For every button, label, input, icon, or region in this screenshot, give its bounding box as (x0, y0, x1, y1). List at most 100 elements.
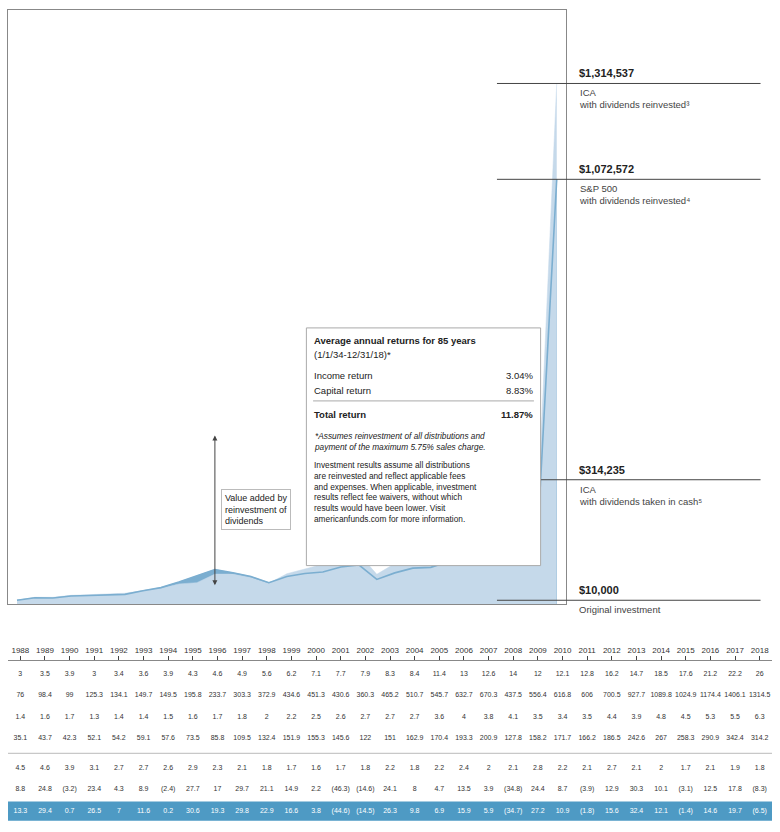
svg-text:(3.2): (3.2) (62, 785, 76, 793)
svg-text:8.4: 8.4 (410, 670, 420, 677)
svg-text:6.9: 6.9 (434, 807, 444, 814)
svg-text:11.87%: 11.87% (501, 409, 533, 420)
svg-text:1989: 1989 (36, 646, 54, 655)
svg-text:4.5: 4.5 (15, 764, 25, 771)
svg-text:$314,235: $314,235 (579, 464, 625, 476)
svg-text:4.6: 4.6 (213, 670, 223, 677)
svg-text:2009: 2009 (529, 646, 547, 655)
svg-text:451.3: 451.3 (307, 691, 325, 698)
svg-text:1996: 1996 (209, 646, 227, 655)
svg-text:258.3: 258.3 (677, 734, 695, 741)
svg-text:2.7: 2.7 (607, 764, 617, 771)
svg-text:4: 4 (462, 713, 466, 720)
svg-text:166.2: 166.2 (578, 734, 596, 741)
svg-text:3.1: 3.1 (89, 764, 99, 771)
svg-text:8.9: 8.9 (139, 785, 149, 792)
svg-text:14.7: 14.7 (630, 670, 644, 677)
svg-text:Original investment: Original investment (579, 604, 661, 615)
svg-text:1.7: 1.7 (336, 764, 346, 771)
svg-text:Total return: Total return (314, 409, 366, 420)
svg-text:2.1: 2.1 (237, 764, 247, 771)
svg-text:1.4: 1.4 (15, 713, 25, 720)
svg-text:670.3: 670.3 (480, 691, 498, 698)
svg-text:$10,000: $10,000 (579, 584, 619, 596)
svg-text:2011: 2011 (579, 646, 597, 655)
svg-text:2.6: 2.6 (163, 764, 173, 771)
svg-text:3.8: 3.8 (484, 713, 494, 720)
svg-text:134.1: 134.1 (110, 691, 128, 698)
svg-text:26.3: 26.3 (383, 807, 397, 814)
svg-text:19.7: 19.7 (728, 807, 742, 814)
svg-text:26: 26 (756, 670, 764, 677)
svg-text:151.9: 151.9 (283, 734, 301, 741)
svg-text:2012: 2012 (603, 646, 621, 655)
svg-text:510.7: 510.7 (406, 691, 424, 698)
svg-text:2.7: 2.7 (410, 713, 420, 720)
svg-text:151: 151 (384, 734, 396, 741)
svg-text:5.6: 5.6 (262, 670, 272, 677)
svg-text:(34.7): (34.7) (504, 807, 522, 815)
svg-text:2.7: 2.7 (114, 764, 124, 771)
svg-text:17: 17 (214, 785, 222, 792)
svg-text:3.5: 3.5 (533, 713, 543, 720)
svg-text:$1,072,572: $1,072,572 (579, 163, 634, 175)
svg-text:2015: 2015 (677, 646, 695, 655)
svg-text:Average annual returns for 85: Average annual returns for 85 years (314, 335, 476, 346)
svg-text:2010: 2010 (554, 646, 572, 655)
svg-text:314.2: 314.2 (751, 734, 769, 741)
svg-text:16.2: 16.2 (605, 670, 619, 677)
svg-text:122: 122 (360, 734, 372, 741)
svg-text:7.9: 7.9 (360, 670, 370, 677)
svg-text:2.2: 2.2 (311, 785, 321, 792)
svg-text:ICAwith dividends reinvested³: ICAwith dividends reinvested³ (579, 87, 689, 110)
svg-text:59.1: 59.1 (137, 734, 151, 741)
svg-text:3: 3 (92, 670, 96, 677)
svg-text:2.5: 2.5 (311, 713, 321, 720)
svg-text:193.3: 193.3 (455, 734, 473, 741)
svg-text:27.2: 27.2 (531, 807, 545, 814)
svg-text:1999: 1999 (283, 646, 301, 655)
svg-text:2005: 2005 (430, 646, 448, 655)
svg-text:1990: 1990 (61, 646, 79, 655)
svg-text:200.9: 200.9 (480, 734, 498, 741)
svg-text:149.5: 149.5 (159, 691, 177, 698)
svg-text:(3.1): (3.1) (679, 785, 693, 793)
svg-text:1024.9: 1024.9 (675, 691, 697, 698)
svg-text:2016: 2016 (701, 646, 719, 655)
svg-text:2.2: 2.2 (287, 713, 297, 720)
svg-text:195.8: 195.8 (184, 691, 202, 698)
svg-text:99: 99 (66, 691, 74, 698)
svg-text:13.5: 13.5 (457, 785, 471, 792)
svg-text:8.83%: 8.83% (506, 385, 533, 396)
svg-text:Income return: Income return (314, 370, 373, 381)
svg-text:1993: 1993 (135, 646, 153, 655)
svg-text:4.3: 4.3 (188, 670, 198, 677)
svg-text:545.7: 545.7 (431, 691, 449, 698)
svg-text:2017: 2017 (726, 646, 744, 655)
svg-text:1.6: 1.6 (40, 713, 50, 720)
svg-text:2.7: 2.7 (360, 713, 370, 720)
svg-text:54.2: 54.2 (112, 734, 126, 741)
svg-text:3.5: 3.5 (582, 713, 592, 720)
svg-text:1.4: 1.4 (139, 713, 149, 720)
svg-text:2018: 2018 (751, 646, 769, 655)
svg-text:233.7: 233.7 (209, 691, 227, 698)
svg-text:9.8: 9.8 (410, 807, 420, 814)
svg-text:85.8: 85.8 (211, 734, 225, 741)
svg-text:Investment results assume all: Investment results assume all distributi… (314, 460, 477, 524)
svg-text:186.5: 186.5 (603, 734, 621, 741)
svg-text:158.2: 158.2 (529, 734, 547, 741)
svg-text:4.6: 4.6 (40, 764, 50, 771)
svg-text:3.6: 3.6 (139, 670, 149, 677)
svg-text:2.1: 2.1 (706, 764, 716, 771)
svg-text:171.7: 171.7 (554, 734, 572, 741)
svg-text:1174.4: 1174.4 (700, 691, 721, 698)
svg-text:(44.6): (44.6) (332, 807, 350, 815)
svg-text:15.9: 15.9 (457, 807, 471, 814)
svg-text:3: 3 (18, 670, 22, 677)
svg-text:(1.4): (1.4) (679, 807, 693, 815)
svg-text:927.7: 927.7 (628, 691, 646, 698)
svg-text:2.4: 2.4 (459, 764, 469, 771)
svg-text:4.1: 4.1 (508, 713, 518, 720)
svg-text:2014: 2014 (652, 646, 670, 655)
